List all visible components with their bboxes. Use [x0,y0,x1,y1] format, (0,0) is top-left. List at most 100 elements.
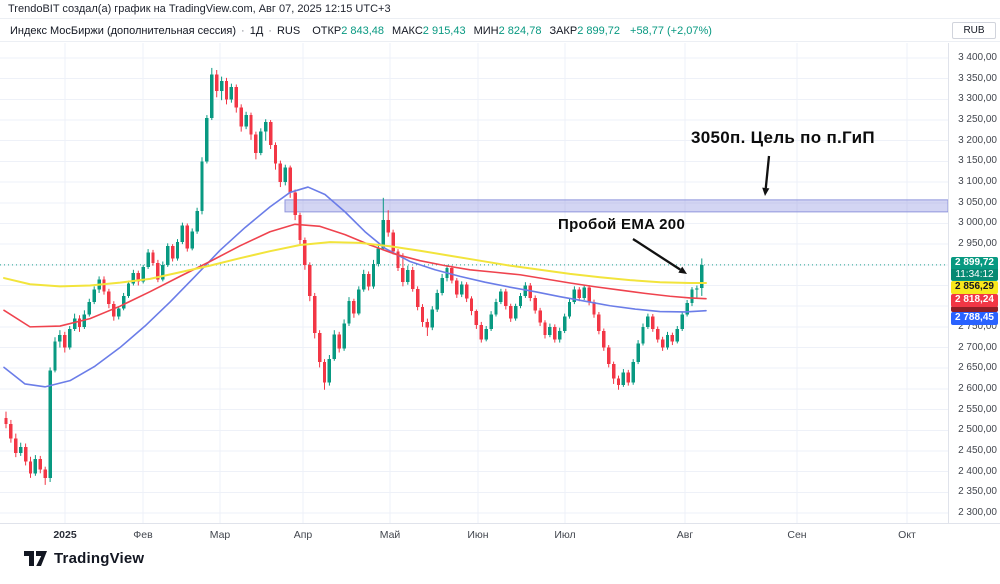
candle [489,311,493,331]
candle [607,345,611,368]
candle [156,259,160,283]
price-axis-label: 2 750,00 [958,320,997,332]
candle [273,142,278,170]
price-axis[interactable]: 3 400,00 3 350,00 3 300,00 3 250,00 3 200,00… [948,43,1000,523]
candle [151,249,155,266]
candle [254,131,258,160]
time-axis[interactable]: 2025 Фев Мар Апр Май Июн Июл Авг Сен Окт [0,523,1000,546]
candle [636,340,640,365]
candle [322,359,327,390]
candle [244,111,248,130]
candle [317,330,322,368]
candle [121,292,126,311]
candle [685,299,689,317]
candle [670,332,675,346]
time-axis-label: Май [379,529,401,541]
time-axis-label: Сен [787,529,807,541]
candle [548,323,552,338]
ohlc-field: МАКС2 915,43 [392,25,466,37]
candle [513,303,518,321]
candle [107,288,111,309]
candle [264,119,268,141]
candle [631,359,635,385]
price-badge: 2 788,45 [951,312,998,325]
candle [205,115,209,164]
candle [166,243,170,267]
candle [435,289,439,312]
candle [219,76,224,101]
time-axis-label: Июл [554,529,576,541]
ohlc-values: ОТКР2 843,48 МАКС2 915,43 МИН2 824,78 ЗАКР2… [312,25,628,37]
candles-layer [4,67,704,485]
time-axis-label: Апр [293,529,313,541]
candle [538,307,542,327]
candle [161,261,165,282]
grid-layer [0,43,948,523]
price-axis-label: 3 100,00 [958,176,997,188]
candle [293,189,297,221]
bar-countdown: 11:34:12 [951,269,998,280]
candle [460,281,464,298]
drawing-breakout-text[interactable]: Пробой EMA 200 [558,216,686,233]
candle [210,67,214,121]
drawing-target-text[interactable]: 3050п. Цель по п.ГиП [691,128,875,147]
candle [332,330,336,361]
candle [695,285,699,298]
candle [621,369,626,387]
attribution-text: TrendoBIT создал(а) график на TradingVie… [8,3,391,15]
candle [430,306,434,331]
candle [357,286,361,316]
candle [651,314,655,332]
candle [77,315,82,332]
price-axis-label: 3 150,00 [958,155,997,167]
candle [268,120,273,149]
price-axis-label: 2 550,00 [958,403,997,415]
time-axis-label: Мар [209,529,231,541]
symbol-bar: Индекс МосБиржи (дополнительная сессия) … [10,23,712,39]
candle [641,323,645,346]
candle [298,212,302,245]
price-axis-label: 2 600,00 [958,382,997,394]
candle [381,197,385,251]
candle [646,313,650,329]
drawing-arrow[interactable] [632,238,687,274]
price-badge: 2 818,24 [951,294,998,307]
price-axis-label: 2 950,00 [958,238,997,250]
time-axis-label: Авг [676,529,694,541]
candle [14,433,18,458]
price-axis-label: 3 000,00 [958,217,997,229]
candle [185,223,189,252]
symbol-bar-divider [0,41,1000,42]
candle [9,419,13,443]
candle [239,104,243,132]
candle [327,354,332,386]
candle [136,270,140,286]
candle [558,327,562,343]
candle [215,69,219,98]
candle [43,466,47,485]
candle [259,128,263,156]
symbol-title[interactable]: Индекс МосБиржи (дополнительная сессия) [10,25,237,37]
target-zone[interactable] [284,199,949,213]
separator-dot: · [241,25,245,37]
candle [665,331,670,350]
tradingview-logo[interactable]: TradingView [24,550,144,567]
exchange-label: RUS [276,25,301,37]
candle [337,331,341,353]
candle [366,271,371,291]
tradingview-logo-icon [24,551,47,566]
candle [19,442,23,456]
currency-label[interactable]: RUB [952,22,996,39]
time-axis-label: Июн [467,529,489,541]
ohlc-field: ОТКР2 843,48 [312,25,385,37]
candle [499,288,503,305]
candle [229,83,234,103]
header-divider [0,18,1000,19]
candle [401,253,405,287]
time-axis-label: Фев [133,529,153,541]
candle [518,292,523,309]
candle [602,328,606,351]
candle [180,222,185,245]
drawing-arrow[interactable] [762,155,771,196]
